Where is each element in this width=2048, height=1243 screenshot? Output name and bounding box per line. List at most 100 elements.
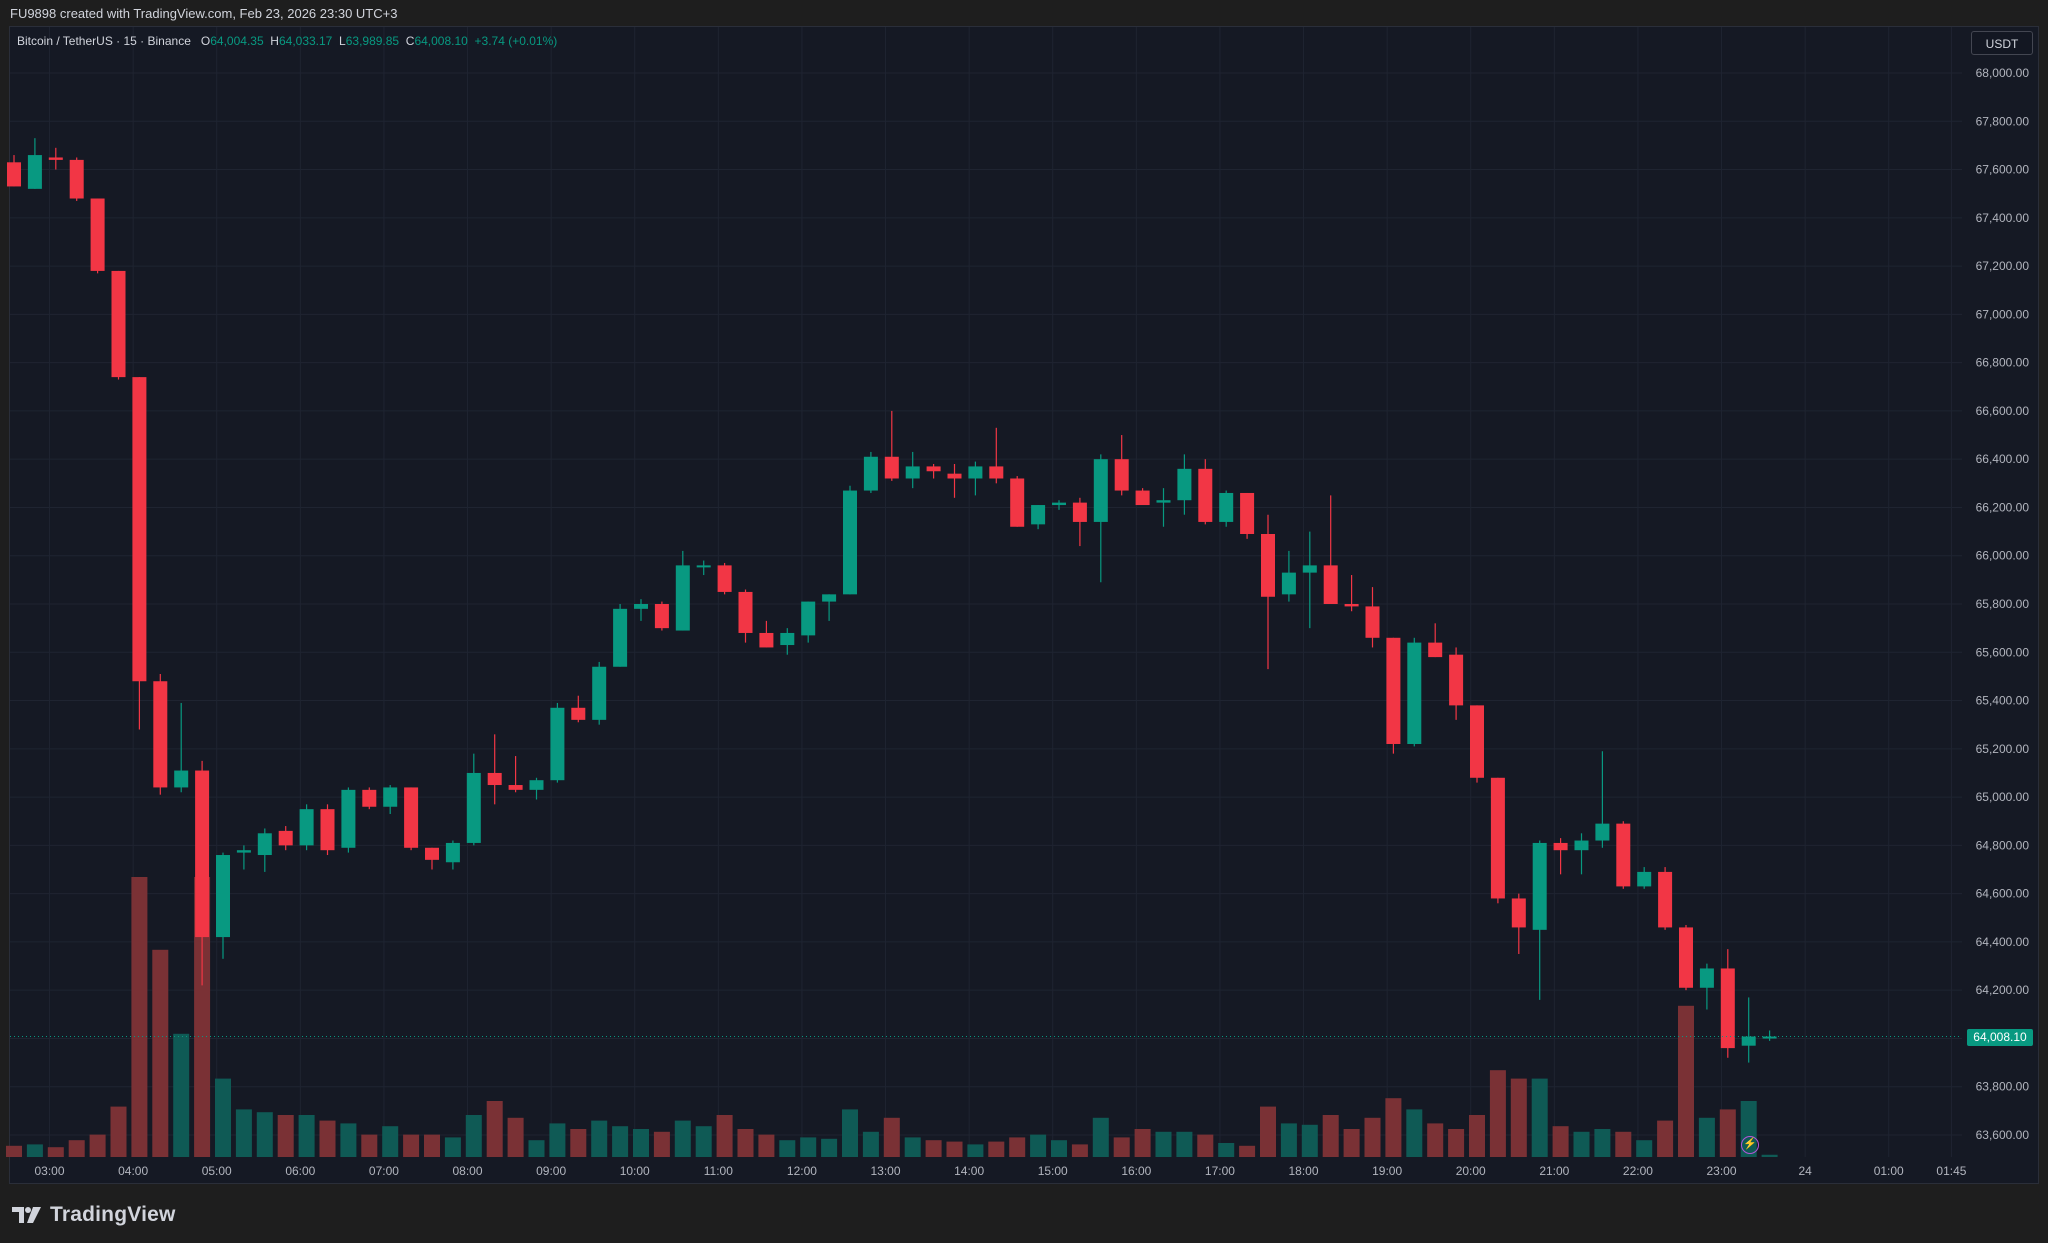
candle-body <box>926 466 941 472</box>
volume-bar <box>1051 1140 1067 1157</box>
y-tick-label: 66,800.00 <box>1976 356 2030 370</box>
volume-bar <box>1176 1131 1193 1157</box>
candle-body <box>1240 492 1255 535</box>
candle-body <box>1490 777 1505 899</box>
volume-bar <box>1009 1137 1026 1157</box>
x-tick-label: 13:00 <box>871 1164 901 1178</box>
volume-bar <box>737 1129 754 1157</box>
y-tick-label: 67,200.00 <box>1976 259 2030 273</box>
y-tick-label: 64,400.00 <box>1976 935 2030 949</box>
change-value: +3.74 (+0.01%) <box>474 34 558 48</box>
volume-bar <box>152 949 169 1157</box>
candle-body <box>905 466 920 479</box>
volume-bar <box>779 1140 796 1157</box>
candle-body <box>550 707 565 781</box>
volume-bar <box>173 1033 190 1157</box>
y-tick-label: 66,600.00 <box>1976 404 2030 418</box>
volume-bar <box>194 877 211 1157</box>
y-tick-label: 67,000.00 <box>1976 307 2030 321</box>
volume-bar <box>653 1131 670 1157</box>
volume-bar <box>235 1109 252 1157</box>
y-tick-label: 65,000.00 <box>1976 790 2030 804</box>
volume-bar <box>1469 1115 1485 1157</box>
caption-text: FU9898 created with TradingView.com, Feb… <box>10 6 398 21</box>
currency-button[interactable]: USDT <box>1971 31 2033 55</box>
candle-body <box>341 789 356 848</box>
candle-body <box>466 772 481 843</box>
y-tick-label: 66,200.00 <box>1976 500 2030 514</box>
candle-body <box>174 770 189 788</box>
candle-body <box>69 159 84 199</box>
candle-body <box>1658 871 1673 928</box>
y-tick-label: 65,600.00 <box>1976 645 2030 659</box>
y-tick-label: 67,800.00 <box>1976 114 2030 128</box>
y-tick-label: 65,800.00 <box>1976 597 2030 611</box>
price-axis: 68,000.00 67,800.00 67,600.00 67,400.00 67,2… <box>1976 66 2030 1142</box>
last-price-label: 64,008.10 <box>1967 1029 2033 1046</box>
volume-bar <box>89 1134 106 1157</box>
candle-body <box>1449 654 1464 706</box>
chart-frame[interactable] <box>9 26 2039 1184</box>
y-tick-label: 63,600.00 <box>1976 1128 2030 1142</box>
candle-body <box>1574 840 1589 851</box>
volume-bar <box>26 1144 43 1157</box>
brand[interactable]: TradingView <box>12 1203 176 1227</box>
volume-bar <box>1636 1140 1653 1157</box>
low-key: L <box>339 34 346 48</box>
candle-body <box>1511 898 1526 928</box>
candle-body <box>383 787 398 807</box>
candle-body <box>1365 606 1380 638</box>
candle-body <box>1302 565 1317 573</box>
low-value: 63,989.85 <box>345 34 400 48</box>
candle-body <box>27 155 42 189</box>
volume-bars <box>6 877 1778 1157</box>
candle-body <box>90 198 105 271</box>
x-tick-label: 19:00 <box>1372 1164 1402 1178</box>
volume-bar <box>1280 1123 1297 1157</box>
candle-body <box>1428 642 1443 658</box>
volume-bar <box>1343 1129 1360 1157</box>
volume-bar <box>1427 1123 1444 1157</box>
volume-bar <box>967 1144 984 1157</box>
volume-bar <box>424 1134 440 1157</box>
x-tick-label: 22:00 <box>1623 1164 1653 1178</box>
candle-body <box>425 847 439 860</box>
candle-body <box>759 632 774 648</box>
volume-bar <box>612 1126 629 1157</box>
volume-bar <box>340 1123 357 1157</box>
lightning-icon[interactable]: ⚡ <box>1741 1136 1759 1154</box>
volume-bar <box>131 877 148 1157</box>
x-tick-label: 12:00 <box>787 1164 817 1178</box>
candle-body <box>362 789 377 807</box>
candle-body <box>717 565 732 592</box>
x-tick-label: 09:00 <box>536 1164 566 1178</box>
candle-body <box>1679 927 1693 988</box>
volume-bar <box>47 1147 64 1157</box>
tradingview-logo-icon <box>12 1207 41 1223</box>
volume-bar <box>549 1123 566 1157</box>
x-tick-label: 01:00 <box>1874 1164 1904 1178</box>
volume-bar <box>1134 1129 1151 1157</box>
volume-bar <box>215 1078 231 1157</box>
volume-bar <box>507 1117 524 1157</box>
candle-body <box>1031 505 1046 525</box>
x-tick-label: 16:00 <box>1121 1164 1151 1178</box>
candle-body <box>863 456 878 491</box>
time-axis: 03:00 04:00 05:00 06:00 07:00 08:00 09:00 10:00… <box>35 1164 1967 1178</box>
candle-body <box>780 632 795 646</box>
volume-bar <box>1678 1005 1694 1157</box>
volume-bar <box>925 1140 942 1157</box>
candle-body <box>1114 459 1129 491</box>
candle-body <box>1720 968 1735 1049</box>
candle-body <box>1052 502 1066 506</box>
volume-bar <box>1510 1078 1527 1157</box>
candle-body <box>132 377 147 682</box>
volume-bar <box>1406 1109 1423 1157</box>
candle-body <box>7 162 21 187</box>
candle-body <box>843 490 857 595</box>
volume-bar <box>1322 1115 1339 1157</box>
x-tick-label: 05:00 <box>202 1164 232 1178</box>
candle-body <box>1219 492 1234 522</box>
candle-body <box>320 809 335 851</box>
